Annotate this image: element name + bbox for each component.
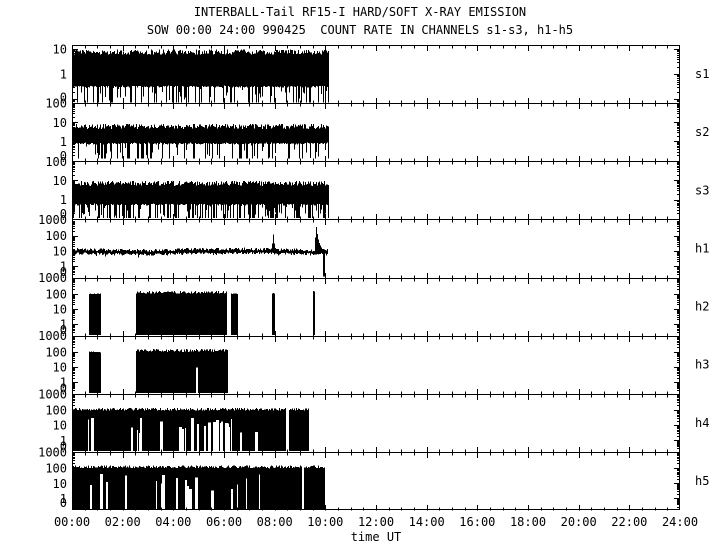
- y-tick-label-boundary-zero: 0: [60, 323, 67, 337]
- panel-label-h4: h4: [695, 416, 709, 430]
- panel-label-h2: h2: [695, 300, 709, 314]
- y-tick-label: 100: [45, 229, 67, 243]
- y-tick-label: 1000: [38, 271, 67, 285]
- x-tick-label: 14:00: [409, 515, 445, 529]
- panel-label-s2: s2: [695, 125, 709, 139]
- series-h1: [72, 227, 328, 277]
- y-tick-label: 100: [45, 462, 67, 476]
- x-tick-label: 18:00: [510, 515, 546, 529]
- x-tick-label: 10:00: [307, 515, 343, 529]
- panel-label-s1: s1: [695, 67, 709, 81]
- y-tick-label: 1000: [38, 213, 67, 227]
- y-tick-label: 1: [60, 434, 67, 448]
- x-tick-label: 16:00: [459, 515, 495, 529]
- series-h3: [89, 349, 228, 393]
- y-tick-label-boundary-zero: 0: [60, 149, 67, 163]
- y-tick-label: 1: [60, 492, 67, 506]
- x-tick-label: 20:00: [561, 515, 597, 529]
- x-tick-label: 08:00: [257, 515, 293, 529]
- y-tick-label: 1: [60, 135, 67, 149]
- chart-subtitle: SOW 00:00 24:00 990425 COUNT RATE IN CHA…: [146, 23, 574, 37]
- y-tick-label: 100: [45, 97, 67, 111]
- chart-title: INTERBALL-Tail RF15-I HARD/SOFT X-RAY EM…: [193, 5, 527, 19]
- y-tick-label: 10: [53, 244, 67, 258]
- series-s1: [72, 49, 329, 103]
- x-tick-label: 04:00: [155, 515, 191, 529]
- y-tick-label: 10: [53, 302, 67, 316]
- y-tick-label: 100: [45, 345, 67, 359]
- series-s2: [72, 123, 329, 159]
- panel-label-s3: s3: [695, 183, 709, 197]
- series-h4: [72, 407, 309, 451]
- y-tick-label: 0: [60, 496, 67, 510]
- y-tick-label: 10: [53, 116, 67, 130]
- y-tick-label: 10: [53, 477, 67, 491]
- y-tick-label: 1000: [38, 445, 67, 459]
- y-tick-label: 1: [60, 318, 67, 332]
- y-tick-label: 1: [60, 376, 67, 390]
- x-axis-title: time UT: [351, 530, 402, 544]
- y-tick-label: 1: [60, 68, 67, 82]
- y-tick-label-boundary-zero: 0: [60, 439, 67, 453]
- y-tick-label: 10: [53, 361, 67, 375]
- x-tick-label: 06:00: [206, 515, 242, 529]
- panel-label-h5: h5: [695, 474, 709, 488]
- panel-label-h3: h3: [695, 358, 709, 372]
- series-h5: [72, 465, 325, 510]
- x-tick-label: 12:00: [358, 515, 394, 529]
- x-tick-label: 24:00: [662, 515, 698, 529]
- series-s3: [72, 180, 329, 218]
- y-tick-label: 1: [60, 259, 67, 273]
- y-tick-label-boundary-zero: 0: [60, 381, 67, 395]
- y-tick-label: 10: [53, 419, 67, 433]
- y-tick-label: 100: [45, 404, 67, 418]
- series-h2: [89, 290, 315, 335]
- y-tick-label: 100: [45, 287, 67, 301]
- panel-label-h1: h1: [695, 241, 709, 255]
- y-tick-label: 1000: [38, 329, 67, 343]
- y-tick-label: 10: [53, 174, 67, 188]
- x-tick-label: 02:00: [105, 515, 141, 529]
- y-tick-label-boundary-zero: 0: [60, 207, 67, 221]
- x-tick-label: 00:00: [54, 515, 90, 529]
- y-tick-label: 10: [53, 43, 67, 57]
- y-tick-label-boundary-zero: 0: [60, 91, 67, 105]
- x-tick-label: 22:00: [611, 515, 647, 529]
- y-tick-label: 1: [60, 193, 67, 207]
- y-tick-label: 1000: [38, 387, 67, 401]
- y-tick-label: 100: [45, 155, 67, 169]
- y-tick-label-boundary-zero: 0: [60, 265, 67, 279]
